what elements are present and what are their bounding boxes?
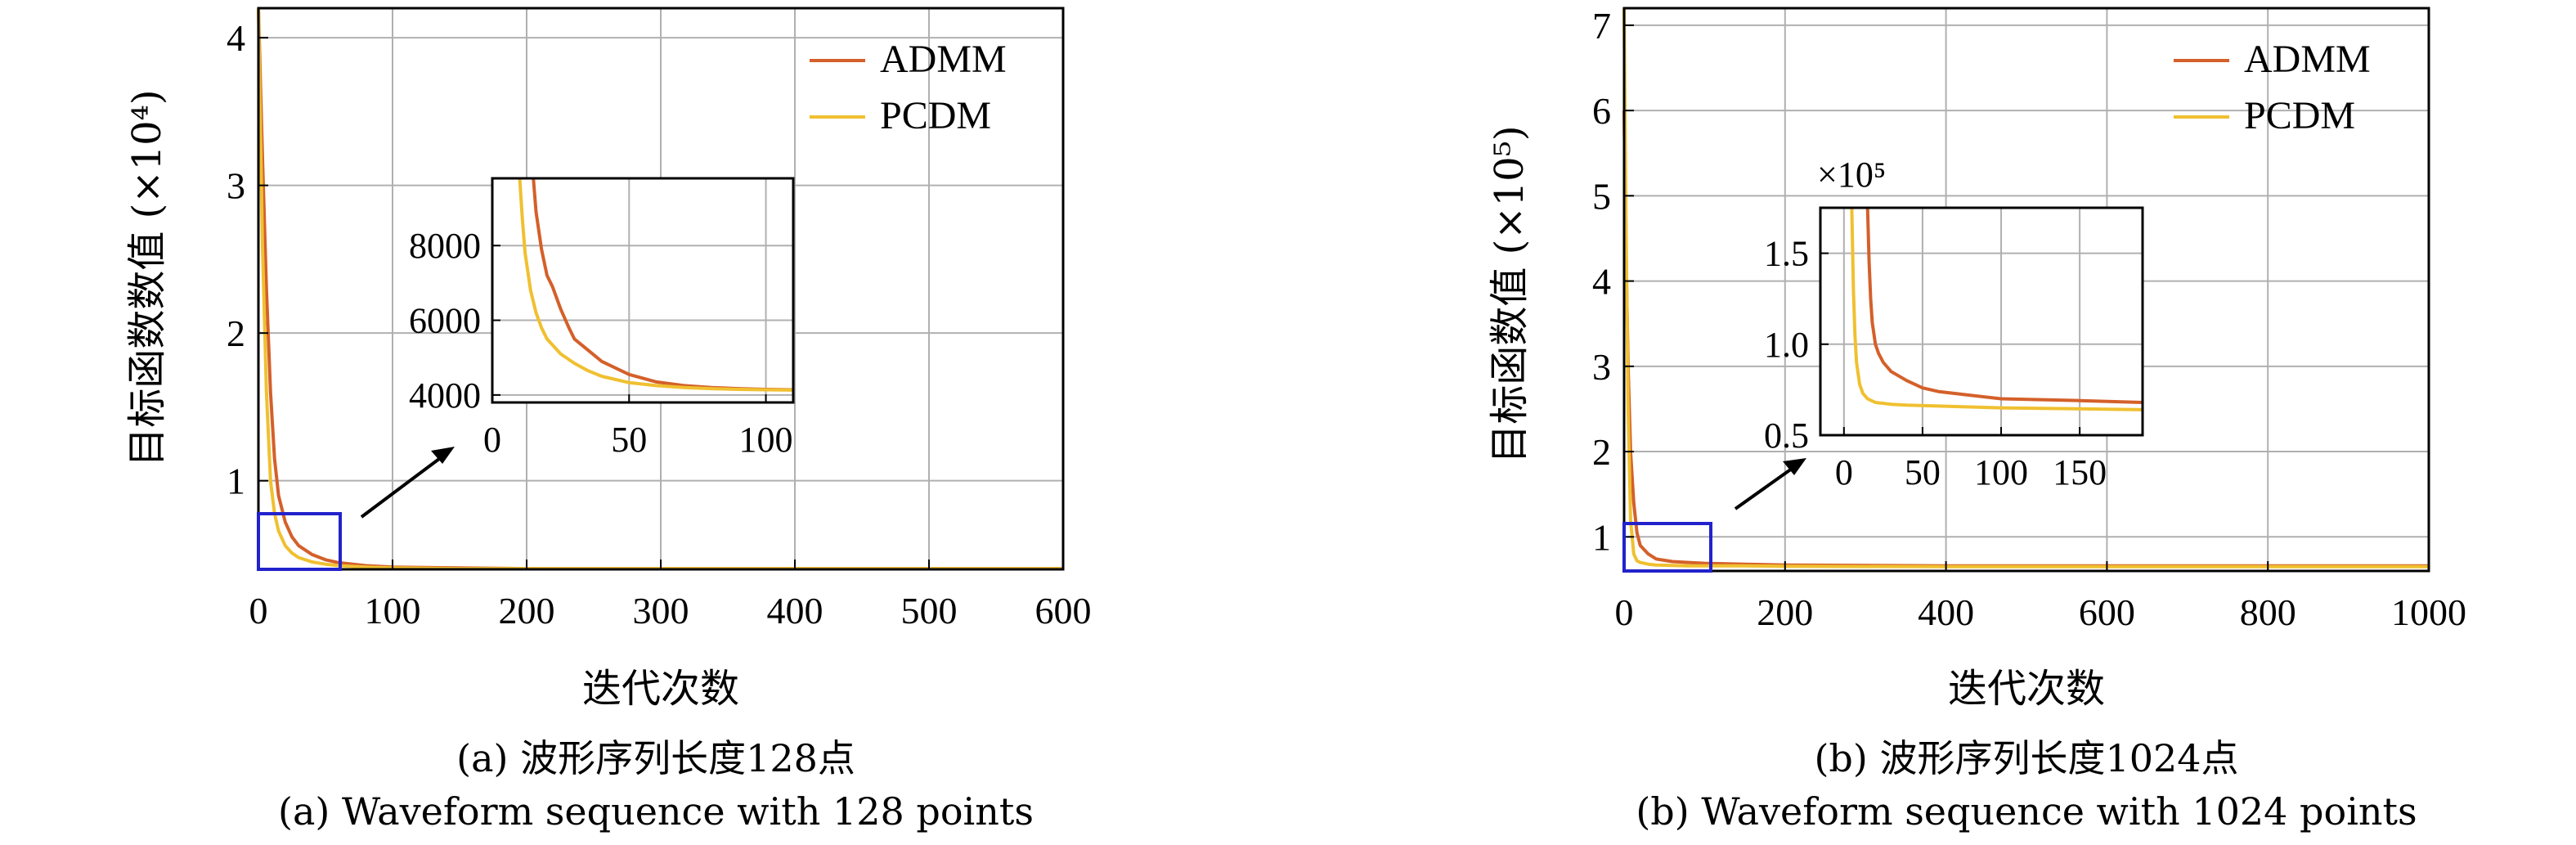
x-tick-label: 100 [365,590,421,632]
inset-y-tick-label: 1.5 [1764,234,1809,274]
panel-a-legend: ADMM PCDM [810,38,1007,137]
inset-series-line-pcdm [1850,208,2143,411]
x-tick-label: 1000 [2391,591,2466,633]
series-line-pcdm [1622,7,2429,569]
legend-admm-label: ADMM [2244,38,2371,81]
y-tick-label: 1 [227,461,245,502]
panel-a-inset: 0 50 100 4000 6000 8000 [409,177,795,460]
panel-b-x-ticks: 0 200 400 600 800 1000 [1615,561,2466,633]
panel-b-inset-y-ticks: 0.5 1.0 1.5 [1764,234,1829,456]
x-tick-label: 600 [1035,590,1092,632]
panel-a-zoom-box [257,512,342,571]
y-tick-label: 2 [1592,431,1611,473]
panel-b-zoom-arrowhead [1783,458,1806,475]
panel-a-x-axis-label: 迭代次数 [582,666,739,712]
y-tick-label: 1 [1592,516,1611,558]
inset-y-tick-label: 1.0 [1764,325,1809,365]
panel-a-zoom-arrow [360,452,447,519]
inset-x-tick-label: 150 [2053,452,2107,492]
panel-b-legend: ADMM PCDM [2174,38,2371,137]
panel-b-zoom-box [1622,522,1712,573]
panel-a-x-ticks: 0 100 200 300 400 500 600 [249,560,1092,632]
legend-pcdm-label: PCDM [880,94,991,137]
panel-b-inset-multiplier: ×10⁵ [1817,155,1886,195]
panel-b-series [1622,7,2429,569]
x-tick-label: 200 [1757,591,1813,633]
panel-b: 0 200 400 600 800 1000 1 2 3 4 5 6 7 ADMM PCDM 0 50 1… [1487,5,2466,834]
x-tick-label: 0 [249,590,268,632]
inset-y-tick-label: 0.5 [1764,416,1809,456]
inset-x-tick-label: 100 [1974,452,2028,492]
panel-b-inset-frame [1819,206,2144,437]
panel-b-caption-en: (b) Waveform sequence with 1024 points [1636,789,2417,834]
inset-x-tick-label: 50 [611,420,647,460]
panel-a-caption-cn: (a) 波形序列长度128点 [456,736,855,780]
panel-a-inset-series [492,178,793,402]
panel-a-inset-y-ticks: 4000 6000 8000 [409,226,500,416]
x-tick-label: 400 [767,590,824,632]
y-tick-label: 4 [227,17,245,59]
inset-series-line-admm [1865,208,2143,404]
panel-a-y-ticks: 1 2 3 4 [227,17,268,502]
inset-x-tick-label: 100 [739,420,793,460]
y-tick-label: 6 [1592,90,1611,132]
inset-x-tick-label: 0 [483,420,501,460]
panel-b-inset: 0 50 100 150 0.5 1.0 1.5 ×10⁵ [1764,155,2144,492]
legend-admm-label: ADMM [880,38,1007,81]
panel-b-y-axis-label: 目标函数值 (×10⁵) [1487,125,1533,463]
x-tick-label: 800 [2240,591,2296,633]
y-tick-label: 7 [1592,5,1611,47]
inset-y-tick-label: 4000 [409,375,481,416]
x-tick-label: 200 [499,590,555,632]
y-tick-label: 3 [1592,346,1611,388]
inset-y-tick-label: 8000 [409,226,481,266]
panel-a-inset-x-ticks: 0 50 100 [483,394,793,460]
x-tick-label: 600 [2079,591,2135,633]
panel-b-zoom-arrow [1734,463,1799,510]
panel-a-y-axis-label: 目标函数数值 (×10⁴) [124,89,170,466]
panel-b-x-axis-label: 迭代次数 [1948,666,2105,712]
inset-x-tick-label: 0 [1835,452,1853,492]
panel-b-plot-frame [1622,7,2430,573]
panel-b-inset-x-ticks: 0 50 100 150 [1835,427,2107,492]
inset-series-line-pcdm [518,178,793,392]
panel-a-inset-frame [491,177,795,404]
panel-b-caption-cn: (b) 波形序列长度1024点 [1814,736,2238,780]
x-tick-label: 0 [1615,591,1634,633]
x-tick-label: 400 [1918,591,1974,633]
panel-a-zoom-arrowhead [431,447,455,464]
panel-a: 0 100 200 300 400 500 600 1 2 3 4 ADMM PCDM 0 50 10… [124,7,1092,834]
y-tick-label: 3 [227,165,245,207]
y-tick-label: 2 [227,312,245,354]
y-tick-label: 5 [1592,175,1611,217]
y-tick-label: 4 [1592,261,1611,303]
legend-pcdm-label: PCDM [2244,94,2355,137]
inset-y-tick-label: 6000 [409,301,481,341]
x-tick-label: 300 [633,590,689,632]
panel-b-y-ticks: 1 2 3 4 5 6 7 [1592,5,1634,558]
inset-x-tick-label: 50 [1905,452,1941,492]
panel-a-caption-en: (a) Waveform sequence with 128 points [278,789,1034,834]
x-tick-label: 500 [901,590,958,632]
